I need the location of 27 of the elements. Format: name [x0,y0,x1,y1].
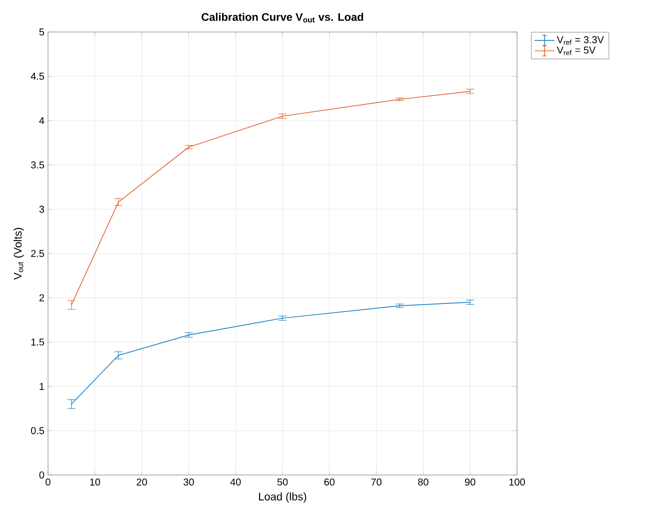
x-tick-label: 0 [46,478,50,486]
x-tick-label: 60 [324,478,335,486]
x-axis-title: Load (lbs) [259,492,306,503]
y-tick-label: 1.5 [31,338,44,346]
y-tick-label: 0.5 [31,427,44,434]
x-tick-label: 70 [371,478,382,486]
chart-title: Calibration Curve V$_{out}$ vs. Load [202,12,364,22]
x-tick-label: 100 [509,478,525,486]
y-tick-label: 3.5 [31,161,44,168]
y-tick-label: 4 [39,117,44,124]
x-tick-label: 30 [184,478,194,486]
x-tick-label: 10 [90,478,100,486]
y-tick-label: 0 [39,471,44,479]
y-tick-label: 2 [39,294,44,302]
y-tick-label: 3 [39,206,44,213]
x-tick-label: 80 [418,478,428,486]
y-axis-title: V$_{out}$ (Volts) [14,228,24,280]
x-tick-label: 20 [136,478,147,486]
y-tick-label: 2.5 [31,250,44,258]
y-tick-label: 1 [40,382,44,390]
y-tick-label: 4.5 [30,72,44,80]
x-tick-label: 40 [230,478,241,486]
legend-label: V$_{ref}$ = 3.3V [556,36,604,45]
x-tick-label: 50 [277,478,288,486]
x-tick-label: 90 [465,478,476,486]
y-tick-label: 5 [39,28,44,36]
legend-label: V$_{ref}$ = 5V [556,46,596,56]
